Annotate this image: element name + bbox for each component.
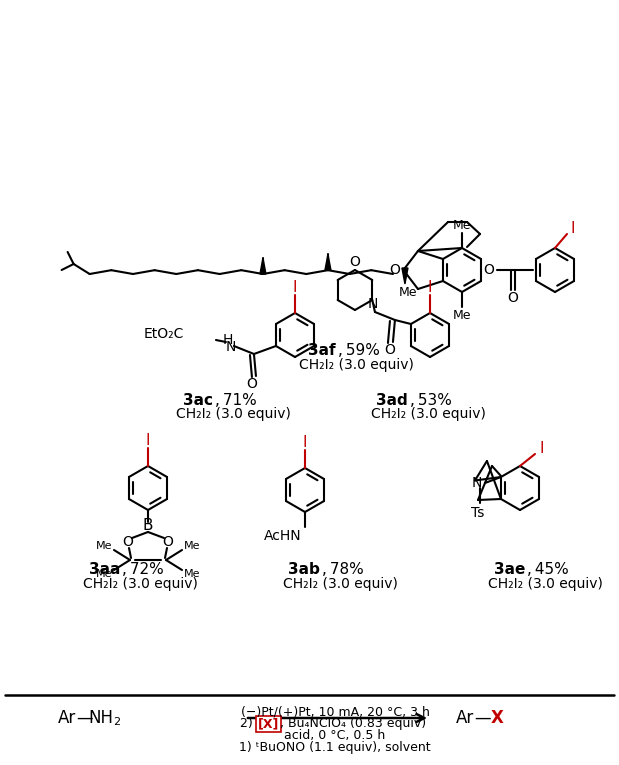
- Text: , 78%: , 78%: [322, 562, 364, 578]
- Text: 3ad: 3ad: [376, 392, 408, 408]
- Text: Ar: Ar: [456, 709, 474, 727]
- Text: , 53%: , 53%: [410, 392, 452, 408]
- Text: , 71%: , 71%: [215, 392, 257, 408]
- Text: 3ab: 3ab: [288, 562, 320, 578]
- Text: O: O: [483, 263, 495, 277]
- Text: CH₂I₂ (3.0 equiv): CH₂I₂ (3.0 equiv): [298, 358, 413, 372]
- Text: —: —: [77, 709, 93, 727]
- Text: H: H: [223, 333, 233, 347]
- Text: CH₂I₂ (3.0 equiv): CH₂I₂ (3.0 equiv): [282, 577, 397, 591]
- Text: X: X: [491, 709, 503, 727]
- Polygon shape: [325, 254, 331, 270]
- Text: EtO₂C: EtO₂C: [144, 327, 184, 341]
- Text: Ar: Ar: [58, 709, 76, 727]
- Text: , 59%: , 59%: [338, 343, 380, 357]
- Text: Me: Me: [452, 308, 471, 321]
- Text: I: I: [145, 432, 150, 448]
- Text: NH: NH: [89, 709, 113, 727]
- Text: CH₂I₂ (3.0 equiv): CH₂I₂ (3.0 equiv): [371, 407, 485, 421]
- Text: O: O: [246, 377, 258, 391]
- Text: Me: Me: [184, 541, 201, 551]
- Text: I: I: [571, 220, 575, 236]
- Text: 2): 2): [240, 718, 257, 731]
- Text: —: —: [475, 709, 491, 727]
- Text: CH₂I₂ (3.0 equiv): CH₂I₂ (3.0 equiv): [176, 407, 290, 421]
- Text: Me: Me: [452, 219, 471, 232]
- Text: N: N: [472, 476, 482, 490]
- Text: Me: Me: [96, 541, 112, 551]
- Polygon shape: [260, 258, 266, 274]
- Text: [X]: [X]: [258, 718, 279, 731]
- Text: CH₂I₂ (3.0 equiv): CH₂I₂ (3.0 equiv): [82, 577, 197, 591]
- Text: 3ae: 3ae: [493, 562, 525, 578]
- Text: O: O: [123, 535, 134, 549]
- Text: 3aa: 3aa: [89, 562, 120, 578]
- Text: Ts: Ts: [471, 506, 485, 520]
- Text: O: O: [389, 263, 400, 277]
- Text: , 45%: , 45%: [527, 562, 569, 578]
- Text: N: N: [368, 297, 378, 311]
- Text: CH₂I₂ (3.0 equiv): CH₂I₂ (3.0 equiv): [488, 577, 602, 591]
- Text: , 72%: , 72%: [122, 562, 164, 578]
- Text: I: I: [303, 435, 307, 450]
- Text: (−)Pt/(+)Pt, 10 mA, 20 °C, 3 h: (−)Pt/(+)Pt, 10 mA, 20 °C, 3 h: [241, 705, 430, 718]
- Text: I: I: [428, 279, 432, 295]
- Text: I: I: [540, 441, 544, 455]
- Polygon shape: [402, 268, 408, 284]
- Text: N: N: [226, 340, 236, 354]
- Text: 1) ᵗBuONO (1.1 equiv), solvent: 1) ᵗBuONO (1.1 equiv), solvent: [239, 741, 431, 754]
- Text: Me: Me: [184, 569, 201, 579]
- Text: 3af: 3af: [308, 343, 336, 357]
- Text: O: O: [163, 535, 173, 549]
- Text: AcHN: AcHN: [264, 529, 302, 543]
- Text: I: I: [293, 279, 297, 295]
- Text: 2: 2: [113, 717, 121, 727]
- Text: 3ac: 3ac: [183, 392, 213, 408]
- Text: Me: Me: [399, 285, 417, 298]
- Text: O: O: [508, 291, 519, 305]
- Text: , Bu₄NClO₄ (0.83 equiv): , Bu₄NClO₄ (0.83 equiv): [280, 718, 426, 731]
- Text: Me: Me: [96, 569, 112, 579]
- Text: acid, 0 °C, 0.5 h: acid, 0 °C, 0.5 h: [284, 730, 386, 743]
- Text: O: O: [384, 343, 396, 357]
- Text: B: B: [143, 519, 154, 533]
- Text: O: O: [350, 255, 360, 269]
